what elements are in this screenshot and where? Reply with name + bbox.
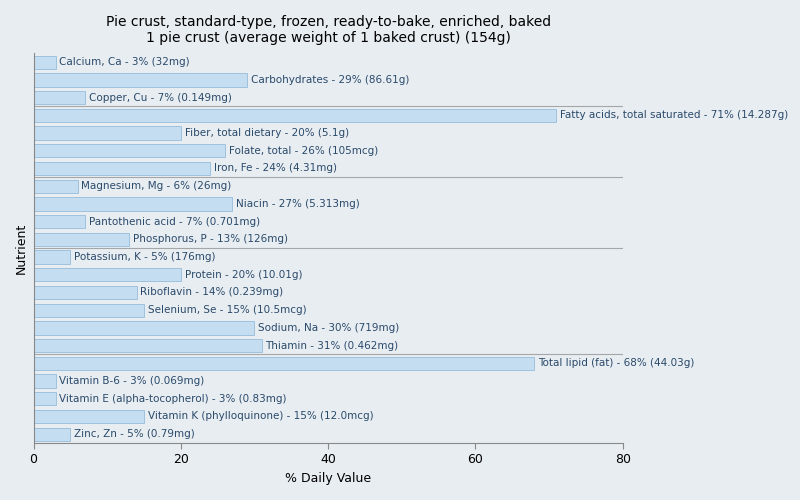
Bar	[34, 215, 85, 228]
Bar	[34, 73, 247, 86]
Text: Magnesium, Mg - 6% (26mg): Magnesium, Mg - 6% (26mg)	[82, 181, 232, 191]
Bar	[34, 268, 181, 281]
Text: Vitamin K (phylloquinone) - 15% (12.0mcg): Vitamin K (phylloquinone) - 15% (12.0mcg…	[148, 412, 374, 422]
Bar	[34, 374, 56, 388]
Text: Vitamin E (alpha-tocopherol) - 3% (0.83mg): Vitamin E (alpha-tocopherol) - 3% (0.83m…	[59, 394, 287, 404]
Title: Pie crust, standard-type, frozen, ready-to-bake, enriched, baked
1 pie crust (av: Pie crust, standard-type, frozen, ready-…	[106, 15, 550, 45]
Bar	[34, 392, 56, 406]
Bar	[34, 286, 137, 299]
Text: Total lipid (fat) - 68% (44.03g): Total lipid (fat) - 68% (44.03g)	[538, 358, 694, 368]
Bar	[34, 197, 232, 210]
Text: Phosphorus, P - 13% (126mg): Phosphorus, P - 13% (126mg)	[133, 234, 288, 244]
Bar	[34, 321, 254, 334]
X-axis label: % Daily Value: % Daily Value	[285, 472, 371, 485]
Bar	[34, 144, 225, 158]
Text: Sodium, Na - 30% (719mg): Sodium, Na - 30% (719mg)	[258, 323, 399, 333]
Bar	[34, 428, 70, 441]
Bar	[34, 56, 56, 69]
Text: Fatty acids, total saturated - 71% (14.287g): Fatty acids, total saturated - 71% (14.2…	[560, 110, 788, 120]
Bar	[34, 304, 144, 317]
Text: Selenium, Se - 15% (10.5mcg): Selenium, Se - 15% (10.5mcg)	[148, 305, 306, 315]
Text: Pantothenic acid - 7% (0.701mg): Pantothenic acid - 7% (0.701mg)	[89, 216, 260, 226]
Bar	[34, 339, 262, 352]
Text: Protein - 20% (10.01g): Protein - 20% (10.01g)	[185, 270, 302, 280]
Bar	[34, 162, 210, 175]
Bar	[34, 232, 130, 246]
Text: Vitamin B-6 - 3% (0.069mg): Vitamin B-6 - 3% (0.069mg)	[59, 376, 205, 386]
Text: Iron, Fe - 24% (4.31mg): Iron, Fe - 24% (4.31mg)	[214, 164, 337, 173]
Text: Potassium, K - 5% (176mg): Potassium, K - 5% (176mg)	[74, 252, 215, 262]
Text: Carbohydrates - 29% (86.61g): Carbohydrates - 29% (86.61g)	[250, 75, 409, 85]
Bar	[34, 356, 534, 370]
Bar	[34, 108, 556, 122]
Bar	[34, 410, 144, 423]
Text: Calcium, Ca - 3% (32mg): Calcium, Ca - 3% (32mg)	[59, 57, 190, 67]
Bar	[34, 180, 78, 193]
Text: Thiamin - 31% (0.462mg): Thiamin - 31% (0.462mg)	[266, 340, 398, 350]
Text: Folate, total - 26% (105mcg): Folate, total - 26% (105mcg)	[229, 146, 378, 156]
Text: Niacin - 27% (5.313mg): Niacin - 27% (5.313mg)	[236, 199, 360, 209]
Text: Fiber, total dietary - 20% (5.1g): Fiber, total dietary - 20% (5.1g)	[185, 128, 349, 138]
Bar	[34, 250, 70, 264]
Text: Riboflavin - 14% (0.239mg): Riboflavin - 14% (0.239mg)	[140, 288, 283, 298]
Text: Copper, Cu - 7% (0.149mg): Copper, Cu - 7% (0.149mg)	[89, 92, 232, 102]
Bar	[34, 91, 85, 104]
Bar	[34, 126, 181, 140]
Y-axis label: Nutrient: Nutrient	[15, 222, 28, 274]
Text: Zinc, Zn - 5% (0.79mg): Zinc, Zn - 5% (0.79mg)	[74, 429, 195, 439]
